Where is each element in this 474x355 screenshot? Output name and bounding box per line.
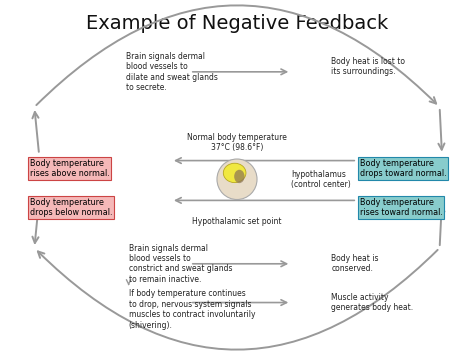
Ellipse shape [234,170,245,183]
Text: Body heat is
conserved.: Body heat is conserved. [331,254,379,273]
Text: Body heat is lost to
its surroundings.: Body heat is lost to its surroundings. [331,57,405,76]
Text: Hypothalamic set point: Hypothalamic set point [192,217,282,226]
Text: Body temperature
drops toward normal.: Body temperature drops toward normal. [359,159,446,179]
Text: hypothalamus
(control center): hypothalamus (control center) [291,170,351,189]
Text: Body temperature
rises above normal.: Body temperature rises above normal. [30,159,109,179]
Text: Normal body temperature
37°C (98.6°F): Normal body temperature 37°C (98.6°F) [187,132,287,152]
Text: Body temperature
rises toward normal.: Body temperature rises toward normal. [359,198,442,217]
Text: Brain signals dermal
blood vessels to
constrict and sweat glands
to remain inact: Brain signals dermal blood vessels to co… [128,244,232,284]
Text: Body temperature
drops below normal.: Body temperature drops below normal. [30,198,112,217]
Text: Example of Negative Feedback: Example of Negative Feedback [86,14,388,33]
Ellipse shape [217,159,257,200]
Text: If body temperature continues
to drop, nervous system signals
muscles to contrac: If body temperature continues to drop, n… [128,289,255,330]
Text: Brain signals dermal
blood vessels to
dilate and sweat glands
to secrete.: Brain signals dermal blood vessels to di… [126,52,218,92]
Ellipse shape [223,163,246,182]
Text: Muscle activity
generates body heat.: Muscle activity generates body heat. [331,293,413,312]
